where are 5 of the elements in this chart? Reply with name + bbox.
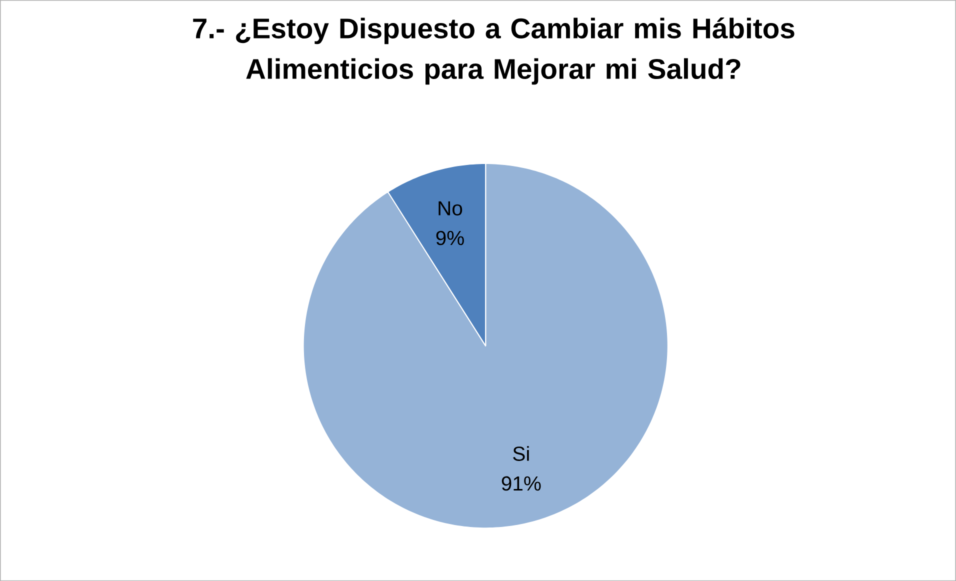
slice-label: No bbox=[438, 201, 462, 216]
data-label: 9% bbox=[436, 230, 464, 246]
chart-title: 7.- ¿Estoy Dispuesto a Cambiar mis Hábitos Alimenticios para Mejorar mi Salud? bbox=[193, 17, 794, 85]
data-label: 91% bbox=[502, 476, 541, 491]
slice-label: Si bbox=[513, 446, 529, 461]
